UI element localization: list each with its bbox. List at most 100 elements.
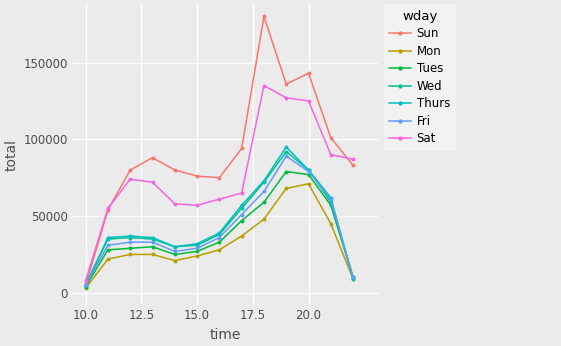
Thurs — [82, 283, 89, 287]
Fri — [194, 246, 200, 251]
Mon — [238, 234, 245, 238]
Fri — [238, 212, 245, 217]
Line: Sun: Sun — [84, 15, 355, 287]
Thurs — [172, 245, 178, 249]
Tues — [149, 245, 156, 249]
Sun — [328, 136, 334, 140]
Mon — [216, 248, 223, 252]
Fri — [260, 189, 267, 193]
Sat — [260, 83, 267, 88]
Mon — [260, 217, 267, 221]
Sun — [350, 163, 356, 167]
Mon — [328, 222, 334, 226]
Sat — [82, 279, 89, 283]
Thurs — [149, 236, 156, 240]
Wed — [283, 149, 289, 154]
Mon — [194, 254, 200, 258]
Tues — [194, 249, 200, 254]
Wed — [260, 180, 267, 184]
Wed — [350, 275, 356, 280]
Sun — [305, 71, 312, 75]
Fri — [149, 240, 156, 244]
Tues — [283, 170, 289, 174]
Sun — [283, 82, 289, 86]
Fri — [328, 197, 334, 201]
Wed — [149, 237, 156, 241]
Mon — [172, 258, 178, 263]
Tues — [216, 240, 223, 244]
Thurs — [260, 179, 267, 183]
Thurs — [127, 234, 134, 238]
Sat — [216, 197, 223, 201]
Legend: Sun, Mon, Tues, Wed, Thurs, Fri, Sat: Sun, Mon, Tues, Wed, Thurs, Fri, Sat — [384, 4, 456, 151]
Wed — [238, 206, 245, 210]
Sun — [82, 283, 89, 287]
Tues — [82, 285, 89, 289]
Sat — [328, 153, 334, 157]
Sat — [194, 203, 200, 207]
Thurs — [350, 277, 356, 281]
Thurs — [283, 145, 289, 149]
Wed — [82, 283, 89, 287]
Thurs — [194, 242, 200, 246]
Tues — [260, 200, 267, 204]
Sun — [104, 208, 111, 212]
Sun — [127, 168, 134, 172]
Wed — [172, 245, 178, 249]
Line: Tues: Tues — [84, 170, 355, 289]
Tues — [305, 173, 312, 177]
Sat — [283, 96, 289, 100]
Mon — [350, 277, 356, 281]
Thurs — [238, 203, 245, 207]
Sat — [350, 157, 356, 161]
Sun — [149, 156, 156, 160]
Sat — [149, 180, 156, 184]
Mon — [305, 182, 312, 186]
Sun — [238, 146, 245, 151]
Thurs — [328, 195, 334, 200]
Mon — [149, 252, 156, 256]
Line: Fri: Fri — [84, 154, 355, 287]
Line: Mon: Mon — [84, 182, 355, 290]
Wed — [194, 243, 200, 247]
Line: Wed: Wed — [84, 149, 355, 287]
Fri — [104, 243, 111, 247]
Mon — [127, 252, 134, 256]
X-axis label: time: time — [209, 328, 241, 342]
Wed — [305, 168, 312, 172]
Fri — [216, 236, 223, 240]
Line: Thurs: Thurs — [84, 145, 355, 287]
Wed — [328, 200, 334, 204]
Sun — [172, 168, 178, 172]
Sat — [127, 177, 134, 181]
Sun — [216, 175, 223, 180]
Mon — [104, 257, 111, 261]
Thurs — [104, 236, 111, 240]
Thurs — [216, 231, 223, 235]
Line: Sat: Sat — [84, 84, 355, 282]
Thurs — [305, 168, 312, 172]
Wed — [104, 237, 111, 241]
Wed — [216, 233, 223, 237]
Sat — [172, 202, 178, 206]
Mon — [82, 286, 89, 290]
Sat — [104, 206, 111, 210]
Y-axis label: total: total — [4, 139, 18, 171]
Fri — [350, 275, 356, 280]
Mon — [283, 186, 289, 191]
Sun — [194, 174, 200, 178]
Sat — [305, 99, 312, 103]
Tues — [350, 275, 356, 280]
Sun — [260, 15, 267, 19]
Tues — [172, 252, 178, 256]
Tues — [104, 248, 111, 252]
Fri — [283, 154, 289, 158]
Fri — [305, 170, 312, 174]
Tues — [238, 219, 245, 223]
Sat — [238, 191, 245, 195]
Wed — [127, 236, 134, 240]
Fri — [172, 249, 178, 254]
Fri — [127, 240, 134, 244]
Tues — [328, 203, 334, 207]
Tues — [127, 246, 134, 251]
